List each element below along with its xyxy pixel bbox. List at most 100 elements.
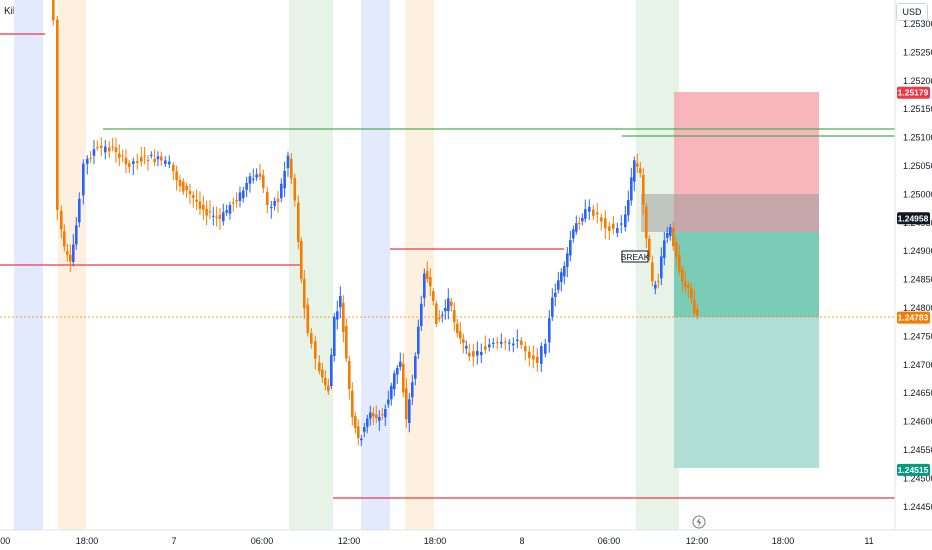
- price-tick-label: 1.25050: [903, 161, 932, 171]
- candle-bearish: [696, 309, 699, 316]
- price-tick-label: 1.24700: [903, 360, 932, 370]
- time-tick-label: 06:00: [251, 536, 274, 546]
- candle-bullish: [252, 178, 255, 180]
- candle-bearish: [690, 287, 693, 299]
- candle-bearish: [375, 414, 378, 419]
- price-tick-label: 1.24900: [903, 246, 932, 256]
- candle-bearish: [172, 164, 175, 171]
- candle-bearish: [198, 201, 202, 209]
- candle-bullish: [228, 205, 232, 214]
- candle-bullish: [212, 215, 215, 217]
- candle-bullish: [569, 240, 572, 256]
- time-tick-label: 11: [864, 536, 873, 546]
- candle-bullish: [516, 339, 519, 342]
- candle-bullish: [363, 427, 366, 432]
- candle-bearish: [100, 145, 103, 148]
- candle-bullish: [620, 223, 623, 225]
- price-tick-label: 1.24650: [903, 388, 932, 398]
- candle-bullish: [283, 170, 286, 189]
- candle-bullish: [669, 227, 672, 236]
- candle-bearish: [128, 163, 131, 167]
- candle-bearish: [276, 198, 280, 202]
- candle-bearish: [351, 390, 354, 418]
- candle-bearish: [342, 302, 345, 333]
- candle-bearish: [612, 223, 615, 229]
- candle-bearish: [528, 351, 531, 358]
- candle-bearish: [402, 363, 405, 393]
- candle-bearish: [592, 209, 595, 216]
- candle-bullish: [248, 176, 252, 184]
- candle-bullish: [540, 346, 543, 364]
- candle-bullish: [75, 225, 78, 245]
- candle-bullish: [627, 200, 630, 216]
- candle-bearish: [429, 277, 432, 287]
- candle-bearish: [456, 323, 459, 334]
- candle-bearish: [303, 279, 306, 309]
- time-tick-label: 7: [171, 536, 176, 546]
- candle-bearish: [52, 0, 55, 21]
- candle-bearish: [675, 242, 678, 257]
- price-tick-label: 1.24500: [903, 473, 932, 483]
- price-tick-label: 1.25300: [903, 19, 932, 29]
- time-axis[interactable]: :00 18:00 7 06:00 12:00 18:00 8 06:00 12:00 18:00…: [0, 536, 874, 546]
- candle-bearish: [520, 340, 523, 345]
- candle-bearish: [318, 362, 321, 371]
- candle-bullish: [378, 416, 381, 421]
- price-label-badge: [897, 86, 930, 99]
- candle-bearish: [600, 217, 603, 222]
- break-label-box: [621, 250, 649, 263]
- candle-bullish: [447, 298, 450, 312]
- candle-bullish: [560, 272, 563, 282]
- candle-bullish: [86, 158, 89, 164]
- candle-bearish: [160, 156, 163, 161]
- candle-bullish: [554, 292, 557, 297]
- price-label-value: 1.24958: [898, 213, 929, 223]
- candle-bearish: [195, 199, 198, 202]
- price-tick-label: 1.25150: [903, 104, 932, 114]
- candle-bearish: [153, 158, 156, 162]
- candle-bearish: [504, 341, 507, 343]
- take-profit-zone-active: [674, 232, 819, 317]
- candle-bearish: [121, 155, 124, 157]
- candle-bearish: [205, 208, 208, 216]
- candle-bearish: [438, 317, 441, 319]
- candle-bullish: [544, 343, 547, 354]
- candle-bullish: [286, 155, 290, 169]
- price-tick-label: 1.25250: [903, 47, 932, 57]
- candle-bullish: [280, 183, 283, 199]
- candle-bearish: [596, 212, 599, 215]
- candle-bullish: [588, 206, 591, 212]
- time-tick-label: 12:00: [338, 536, 361, 546]
- candle-bearish: [678, 254, 681, 272]
- candle-bearish: [327, 385, 330, 392]
- candle-bearish: [175, 171, 178, 181]
- price-label-badge: [897, 311, 930, 324]
- candle-bullish: [333, 316, 336, 356]
- candle-bearish: [182, 181, 185, 192]
- lightning-icon[interactable]: [692, 515, 706, 529]
- candle-bearish: [348, 361, 351, 389]
- candle-bearish: [310, 333, 313, 344]
- price-tick-label: 1.24550: [903, 445, 932, 455]
- candle-bullish: [360, 438, 363, 441]
- candle-bearish: [693, 300, 696, 314]
- candle-bearish: [300, 240, 303, 280]
- candle-bullish: [270, 206, 273, 209]
- price-label-badge: [897, 463, 930, 476]
- candle-bearish: [468, 352, 471, 357]
- candle-bullish: [82, 163, 85, 196]
- candle-bullish: [72, 244, 75, 262]
- session-band-ny: [636, 0, 679, 530]
- currency-selector[interactable]: USD: [896, 3, 928, 21]
- candle-bullish: [366, 418, 369, 427]
- candle-bullish: [387, 399, 390, 405]
- candle-bullish: [150, 154, 153, 156]
- candle-bullish: [417, 326, 420, 355]
- candle-bullish: [581, 217, 584, 222]
- candle-bullish: [624, 214, 627, 228]
- candle-bullish: [551, 297, 554, 317]
- candle-bearish: [648, 238, 651, 258]
- candle-bearish: [496, 342, 499, 344]
- candle-bullish: [255, 174, 258, 178]
